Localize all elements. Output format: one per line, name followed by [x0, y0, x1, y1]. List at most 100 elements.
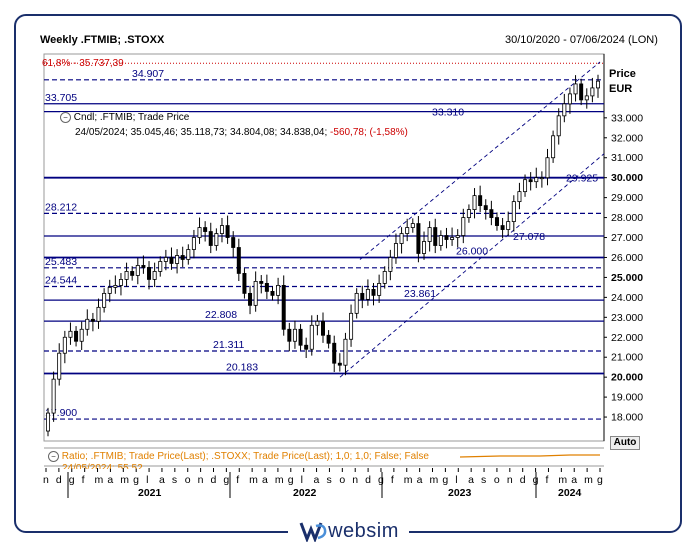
x-month-label: g [442, 474, 448, 486]
candle-body [320, 320, 325, 336]
candle-body [79, 328, 84, 342]
x-month-label: l [301, 474, 303, 486]
currency-axis-label: EUR [609, 83, 633, 95]
y-tick-label: 20.000 [611, 372, 643, 384]
candle-body [315, 320, 320, 326]
candle-body [500, 225, 505, 230]
candle-body [528, 179, 533, 183]
candle-body [276, 285, 281, 296]
candle-body [225, 225, 230, 238]
x-year-label: 2022 [293, 487, 317, 499]
x-month-label: m [558, 474, 567, 486]
x-month-label: n [43, 474, 49, 486]
x-month-label: f [82, 474, 85, 486]
chart-title: Weekly .FTMIB; .STOXX [40, 34, 165, 46]
candle-body [281, 285, 286, 330]
x-month-label: n [352, 474, 358, 486]
candle-body [51, 378, 56, 414]
candle-body [444, 235, 449, 240]
candle-body [438, 235, 443, 246]
x-month-label: d [56, 474, 62, 486]
candle-body [231, 237, 236, 248]
candle-body [219, 225, 224, 234]
x-month-label: m [95, 474, 104, 486]
x-month-label: a [417, 474, 423, 486]
ratio-toggle-icon[interactable]: − [48, 451, 59, 462]
x-month-label: a [262, 474, 268, 486]
level-label: 24.544 [45, 275, 77, 287]
websim-logo: websim [288, 519, 409, 543]
candle-body [203, 227, 208, 232]
candle-body [450, 237, 455, 240]
candle-body [208, 231, 213, 246]
legend-toggle-icon[interactable]: − [60, 112, 71, 123]
candle-body [85, 318, 90, 330]
candle-body [191, 237, 196, 250]
candle-body [422, 241, 427, 254]
x-month-label: l [455, 474, 457, 486]
x-month-label: f [545, 474, 548, 486]
x-month-label: a [107, 474, 113, 486]
level-label: 33.310 [432, 107, 464, 119]
candle-body [354, 292, 359, 314]
y-tick-label: 29.000 [611, 192, 643, 204]
ratio-label: Ratio; .FTMIB; Trade Price(Last); .STOXX… [61, 451, 429, 463]
x-month-label: d [210, 474, 216, 486]
level-label: 28.212 [45, 201, 77, 213]
x-month-label: n [198, 474, 204, 486]
candle-body [483, 205, 488, 210]
candle-body [388, 257, 393, 272]
websim-logo-icon [299, 522, 327, 542]
candle-body [584, 95, 589, 101]
candle-body [147, 267, 152, 280]
x-month-label: a [468, 474, 474, 486]
candle-body [135, 265, 140, 276]
x-month-label: m [120, 474, 129, 486]
x-month-label: s [172, 474, 177, 486]
x-month-label: g [378, 474, 384, 486]
candle-body [152, 271, 157, 280]
x-month-label: m [404, 474, 413, 486]
auto-scale-button[interactable]: Auto [610, 436, 640, 450]
candle-body [427, 227, 432, 242]
x-month-label: n [507, 474, 513, 486]
date-range: 30/10/2020 - 07/06/2024 (LON) [505, 34, 658, 46]
candle-body [96, 306, 101, 322]
candle-body [399, 233, 404, 244]
fib-label: 61,8% - 35.737,39 [42, 58, 124, 69]
candle-body [107, 286, 112, 294]
candle-body [236, 247, 241, 274]
candle-body [130, 271, 135, 276]
ratio-line [459, 454, 600, 458]
candle-body [141, 265, 146, 268]
y-tick-label: 25.000 [611, 272, 643, 284]
candle-body [545, 157, 550, 179]
candle-body [46, 412, 51, 432]
price-axis-label: Price [609, 68, 636, 80]
y-tick-label: 18.000 [611, 412, 643, 424]
candle-body [416, 223, 421, 254]
ohlc-readout: 24/05/2024; 35.045,46; 35.118,73; 34.804… [75, 127, 408, 138]
candle-body [534, 177, 539, 183]
candle-body [410, 223, 415, 228]
candle-body [478, 195, 483, 207]
level-label: 22.808 [205, 309, 237, 321]
series-legend: − Cndl; .FTMIB; Trade Price [60, 112, 190, 124]
x-month-label: m [275, 474, 284, 486]
candle-body [326, 334, 331, 344]
level-label: 26.000 [456, 245, 488, 257]
x-month-label: a [571, 474, 577, 486]
level-label: 20.183 [226, 362, 258, 374]
y-tick-label: 21.000 [611, 352, 643, 364]
level-label: 33.705 [45, 92, 77, 104]
candle-body [466, 209, 471, 218]
candle-body [186, 249, 191, 260]
x-month-label: f [236, 474, 239, 486]
y-tick-label: 30.000 [611, 172, 643, 184]
candle-body [102, 292, 107, 308]
candle-body [337, 362, 342, 366]
x-year-label: 2023 [448, 487, 472, 499]
level-label: 25.483 [45, 256, 77, 268]
